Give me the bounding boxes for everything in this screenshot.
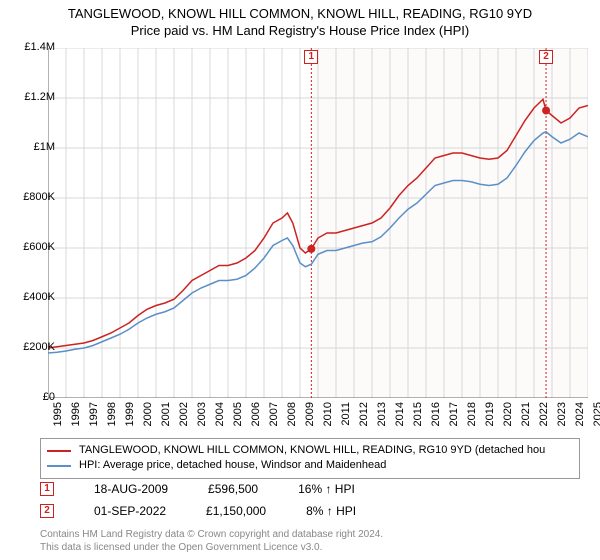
x-tick-label: 2025 bbox=[592, 402, 600, 434]
y-tick-label: £1M bbox=[7, 141, 55, 153]
chart-container: TANGLEWOOD, KNOWL HILL COMMON, KNOWL HIL… bbox=[0, 0, 600, 560]
y-tick-label: £1.2M bbox=[7, 91, 55, 103]
chart-svg bbox=[48, 48, 588, 398]
x-tick-label: 2010 bbox=[322, 402, 334, 434]
x-tick-label: 2021 bbox=[520, 402, 532, 434]
x-tick-label: 2003 bbox=[196, 402, 208, 434]
sale-date-2: 01-SEP-2022 bbox=[94, 504, 166, 518]
x-tick-label: 2008 bbox=[286, 402, 298, 434]
x-tick-label: 2006 bbox=[250, 402, 262, 434]
x-tick-label: 2002 bbox=[178, 402, 190, 434]
legend-swatch-hpi bbox=[47, 465, 71, 467]
y-tick-label: £800K bbox=[7, 191, 55, 203]
x-tick-label: 1999 bbox=[124, 402, 136, 434]
legend-swatch-property bbox=[47, 450, 71, 452]
legend-box: TANGLEWOOD, KNOWL HILL COMMON, KNOWL HIL… bbox=[40, 438, 580, 479]
legend-item-hpi: HPI: Average price, detached house, Wind… bbox=[47, 458, 573, 473]
x-tick-label: 2012 bbox=[358, 402, 370, 434]
y-tick-label: £200K bbox=[7, 341, 55, 353]
x-tick-label: 2020 bbox=[502, 402, 514, 434]
x-tick-label: 2009 bbox=[304, 402, 316, 434]
x-tick-label: 2005 bbox=[232, 402, 244, 434]
sale-marker-1: 1 bbox=[40, 482, 54, 496]
sale-diff-1: 16% ↑ HPI bbox=[298, 482, 355, 496]
legend-item-property: TANGLEWOOD, KNOWL HILL COMMON, KNOWL HIL… bbox=[47, 443, 573, 458]
x-tick-label: 1998 bbox=[106, 402, 118, 434]
y-tick-label: £1.4M bbox=[7, 41, 55, 53]
x-tick-label: 2001 bbox=[160, 402, 172, 434]
y-tick-label: £400K bbox=[7, 291, 55, 303]
sale-diff-2: 8% ↑ HPI bbox=[306, 504, 356, 518]
sale-row-1: 1 18-AUG-2009 £596,500 16% ↑ HPI bbox=[40, 482, 355, 496]
title-block: TANGLEWOOD, KNOWL HILL COMMON, KNOWL HIL… bbox=[0, 0, 600, 40]
x-tick-label: 2013 bbox=[376, 402, 388, 434]
footer-attribution: Contains HM Land Registry data © Crown c… bbox=[40, 528, 383, 554]
x-tick-label: 2019 bbox=[484, 402, 496, 434]
y-tick-label: £0 bbox=[7, 391, 55, 403]
sale-date-1: 18-AUG-2009 bbox=[94, 482, 168, 496]
legend-label-property: TANGLEWOOD, KNOWL HILL COMMON, KNOWL HIL… bbox=[79, 443, 545, 458]
title-address: TANGLEWOOD, KNOWL HILL COMMON, KNOWL HIL… bbox=[0, 6, 600, 23]
x-tick-label: 2024 bbox=[574, 402, 586, 434]
x-tick-label: 2018 bbox=[466, 402, 478, 434]
x-tick-label: 2023 bbox=[556, 402, 568, 434]
chart-marker-box: 1 bbox=[304, 50, 318, 64]
chart-marker-box: 2 bbox=[539, 50, 553, 64]
x-tick-label: 2004 bbox=[214, 402, 226, 434]
x-tick-label: 1996 bbox=[70, 402, 82, 434]
x-tick-label: 1997 bbox=[88, 402, 100, 434]
x-tick-label: 2011 bbox=[340, 402, 352, 434]
sale-price-1: £596,500 bbox=[208, 482, 258, 496]
sale-price-2: £1,150,000 bbox=[206, 504, 266, 518]
x-tick-label: 2017 bbox=[448, 402, 460, 434]
x-tick-label: 2014 bbox=[394, 402, 406, 434]
title-subtitle: Price paid vs. HM Land Registry's House … bbox=[0, 23, 600, 40]
footer-line2: This data is licensed under the Open Gov… bbox=[40, 541, 383, 554]
x-tick-label: 2007 bbox=[268, 402, 280, 434]
x-tick-label: 2022 bbox=[538, 402, 550, 434]
x-tick-label: 2016 bbox=[430, 402, 442, 434]
y-tick-label: £600K bbox=[7, 241, 55, 253]
sale-row-2: 2 01-SEP-2022 £1,150,000 8% ↑ HPI bbox=[40, 504, 356, 518]
footer-line1: Contains HM Land Registry data © Crown c… bbox=[40, 528, 383, 541]
legend-label-hpi: HPI: Average price, detached house, Wind… bbox=[79, 458, 386, 473]
x-tick-label: 2000 bbox=[142, 402, 154, 434]
sale-marker-2: 2 bbox=[40, 504, 54, 518]
chart-area bbox=[48, 48, 588, 398]
x-tick-label: 2015 bbox=[412, 402, 424, 434]
x-tick-label: 1995 bbox=[52, 402, 64, 434]
